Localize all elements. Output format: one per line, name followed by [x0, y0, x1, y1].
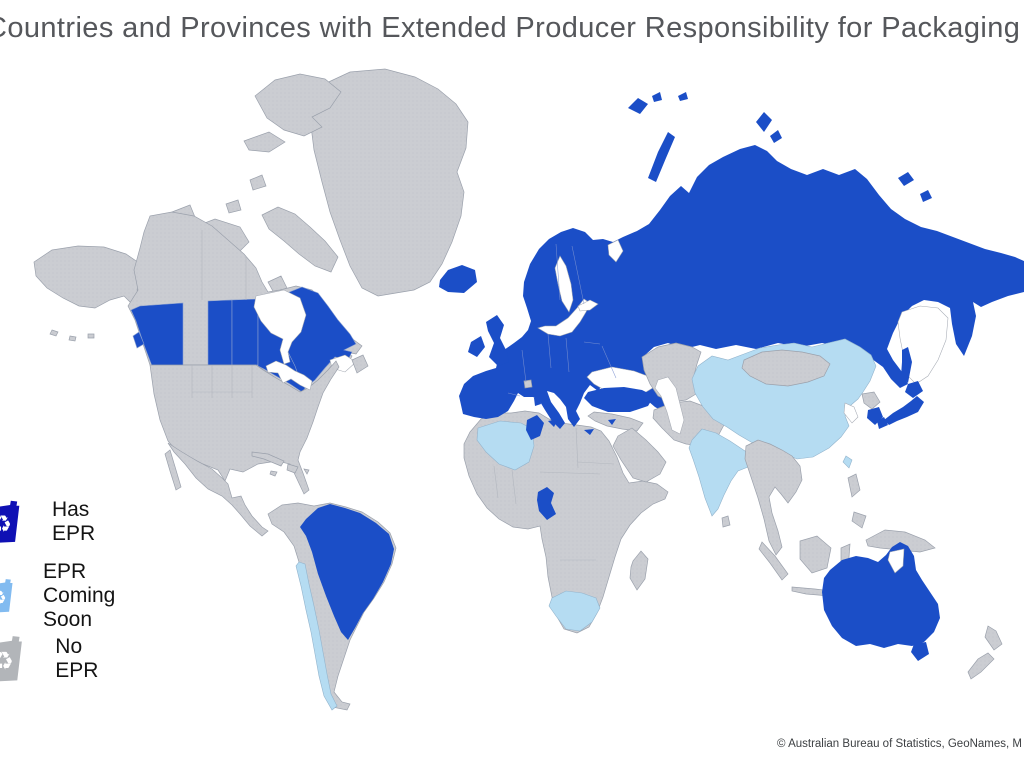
region-turkey — [584, 387, 654, 412]
page-title: Countries and Provinces with Extended Pr… — [0, 12, 1024, 44]
region-mongolia — [741, 349, 831, 387]
region-saskatchewan — [207, 299, 233, 366]
region-madagascar — [629, 550, 649, 591]
sea-gulf-of-carpentaria — [887, 548, 905, 574]
region-ireland — [468, 336, 485, 357]
region-uk — [486, 315, 509, 366]
recycling-bin-icon: ♻ — [0, 579, 13, 613]
region-mexico-central-america — [164, 442, 269, 537]
region-europe-russia — [459, 145, 1024, 429]
sea-hudson-bay — [253, 289, 307, 365]
region-sri-lanka — [721, 515, 731, 528]
region-cameroon — [537, 487, 556, 520]
legend-item-has-epr: ♻ Has EPR — [0, 490, 113, 554]
region-mediterranean-islands — [534, 384, 616, 435]
africa-country-borders — [493, 427, 615, 561]
recycling-bin-icon: ♻ — [0, 500, 20, 543]
region-manitoba — [231, 298, 259, 366]
sea-gulf-of-bothnia — [554, 255, 574, 313]
recycle-glyph: ♻ — [0, 647, 14, 676]
region-algeria — [476, 420, 535, 471]
legend-item-no-epr: ♻ No EPR — [0, 627, 113, 691]
region-japan — [877, 381, 924, 429]
region-greenland — [309, 68, 469, 297]
region-china — [691, 338, 877, 460]
region-new-zealand — [967, 625, 1003, 680]
region-newfoundland — [351, 354, 369, 374]
us-state-borders — [191, 230, 253, 398]
sea-gulf-of-finland — [577, 299, 599, 312]
sea-yellow-sea — [843, 402, 859, 424]
recycling-bin-icon: ♻ — [0, 636, 22, 682]
region-south-africa — [548, 590, 601, 632]
region-taiwan — [842, 455, 853, 469]
region-iceland — [439, 265, 477, 293]
region-switzerland — [523, 379, 533, 389]
europe-country-borders — [507, 243, 617, 397]
legend-label-no-epr: No EPR — [55, 635, 99, 682]
attribution-text: © Australian Bureau of Statistics, GeoNa… — [777, 738, 1022, 750]
region-levant-iraq — [587, 411, 644, 432]
region-chile — [295, 561, 338, 711]
region-sakhalin — [901, 347, 912, 383]
region-british-columbia — [130, 302, 184, 367]
legend-item-epr-coming-soon: ♻ EPR Coming Soon — [0, 560, 142, 632]
region-india — [688, 428, 762, 517]
recycle-glyph: ♻ — [0, 588, 7, 609]
region-philippines — [847, 473, 867, 529]
region-caribbean — [251, 451, 310, 477]
region-australia — [822, 542, 940, 661]
region-arabia — [612, 427, 667, 483]
region-north-korea — [861, 391, 881, 410]
region-tunisia — [526, 415, 544, 440]
legend-label-has-epr: Has EPR — [51, 498, 96, 545]
sea-white-sea — [607, 239, 624, 263]
region-vancouver-island — [132, 331, 145, 349]
region-southeast-asia — [744, 439, 803, 556]
sea-caspian — [654, 376, 685, 435]
sea-great-lakes — [265, 360, 313, 391]
region-new-guinea — [865, 529, 936, 553]
recycle-glyph: ♻ — [0, 510, 12, 538]
region-brazil — [300, 504, 394, 640]
legend-label-epr-coming-soon: EPR Coming Soon — [42, 560, 116, 631]
